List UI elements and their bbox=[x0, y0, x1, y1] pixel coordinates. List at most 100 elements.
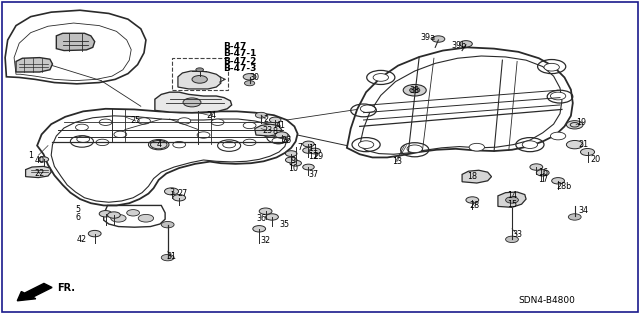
Circle shape bbox=[506, 197, 518, 203]
Text: 25: 25 bbox=[131, 116, 141, 125]
Circle shape bbox=[266, 214, 278, 220]
Circle shape bbox=[566, 121, 583, 129]
Text: 27: 27 bbox=[177, 189, 188, 198]
Circle shape bbox=[183, 98, 201, 107]
Circle shape bbox=[223, 141, 236, 148]
Circle shape bbox=[432, 36, 445, 42]
Circle shape bbox=[358, 141, 374, 148]
Text: 10: 10 bbox=[288, 164, 298, 172]
Circle shape bbox=[196, 68, 204, 72]
Text: 9: 9 bbox=[291, 156, 296, 164]
Circle shape bbox=[285, 151, 297, 156]
Circle shape bbox=[275, 132, 288, 138]
Text: B-47-1: B-47-1 bbox=[223, 49, 256, 58]
Circle shape bbox=[96, 139, 109, 146]
Text: 26: 26 bbox=[282, 136, 292, 145]
Polygon shape bbox=[16, 58, 52, 72]
Circle shape bbox=[243, 139, 256, 146]
Circle shape bbox=[164, 188, 179, 195]
Text: 29: 29 bbox=[314, 152, 324, 161]
Circle shape bbox=[127, 210, 140, 216]
Text: 19: 19 bbox=[576, 118, 586, 127]
Circle shape bbox=[570, 123, 579, 127]
Circle shape bbox=[550, 92, 566, 100]
Text: 33: 33 bbox=[512, 230, 522, 239]
Circle shape bbox=[76, 124, 88, 131]
Text: B-47-2: B-47-2 bbox=[223, 57, 256, 66]
Text: 22: 22 bbox=[35, 169, 45, 178]
Text: 17: 17 bbox=[538, 175, 548, 184]
Text: 11: 11 bbox=[308, 144, 319, 153]
Circle shape bbox=[566, 140, 583, 149]
Polygon shape bbox=[155, 92, 232, 113]
Circle shape bbox=[114, 131, 127, 138]
Circle shape bbox=[373, 74, 388, 81]
Circle shape bbox=[244, 81, 255, 86]
Text: 38: 38 bbox=[410, 86, 420, 95]
Text: 12: 12 bbox=[308, 152, 319, 161]
Circle shape bbox=[544, 63, 559, 71]
Polygon shape bbox=[462, 170, 492, 183]
Text: 42: 42 bbox=[77, 235, 87, 244]
Text: 4: 4 bbox=[156, 140, 161, 149]
Circle shape bbox=[360, 105, 376, 113]
Circle shape bbox=[138, 118, 150, 124]
Text: 3: 3 bbox=[169, 188, 174, 197]
Circle shape bbox=[403, 84, 426, 96]
Text: 20: 20 bbox=[590, 155, 600, 164]
Text: 5: 5 bbox=[76, 205, 81, 214]
Circle shape bbox=[99, 119, 112, 125]
Circle shape bbox=[161, 254, 174, 261]
Text: B-47-3: B-47-3 bbox=[223, 64, 256, 73]
Text: 31: 31 bbox=[166, 252, 177, 261]
Circle shape bbox=[272, 138, 285, 144]
Circle shape bbox=[38, 157, 49, 162]
Circle shape bbox=[262, 128, 275, 134]
Circle shape bbox=[259, 208, 272, 214]
Bar bbox=[172, 58, 228, 90]
Text: 36: 36 bbox=[256, 214, 266, 223]
Text: 1: 1 bbox=[28, 151, 33, 160]
Circle shape bbox=[550, 132, 566, 140]
Text: 18: 18 bbox=[467, 172, 477, 181]
Circle shape bbox=[192, 76, 207, 83]
Text: 2: 2 bbox=[263, 115, 268, 124]
Text: SDN4-B4800: SDN4-B4800 bbox=[518, 296, 575, 305]
Polygon shape bbox=[498, 192, 526, 207]
Circle shape bbox=[506, 236, 518, 243]
Circle shape bbox=[303, 148, 314, 153]
Text: 21: 21 bbox=[579, 140, 589, 149]
Text: 35: 35 bbox=[280, 220, 290, 229]
Circle shape bbox=[211, 119, 224, 125]
Circle shape bbox=[552, 178, 564, 184]
Circle shape bbox=[469, 143, 484, 151]
Text: 39b: 39b bbox=[452, 41, 467, 50]
Text: 8: 8 bbox=[273, 127, 278, 136]
Text: 28b: 28b bbox=[557, 182, 572, 191]
Text: 6: 6 bbox=[76, 213, 81, 222]
Text: 13: 13 bbox=[392, 157, 402, 166]
Circle shape bbox=[580, 148, 595, 156]
Text: 37: 37 bbox=[308, 170, 319, 179]
Circle shape bbox=[178, 118, 191, 124]
FancyArrow shape bbox=[17, 284, 52, 301]
Circle shape bbox=[243, 122, 256, 129]
Polygon shape bbox=[178, 71, 221, 89]
Text: 28: 28 bbox=[470, 201, 480, 210]
Circle shape bbox=[410, 88, 420, 93]
Circle shape bbox=[407, 145, 422, 153]
Circle shape bbox=[197, 132, 210, 138]
Circle shape bbox=[138, 214, 154, 222]
Circle shape bbox=[255, 112, 267, 118]
Circle shape bbox=[77, 136, 90, 142]
Circle shape bbox=[303, 141, 314, 147]
Circle shape bbox=[269, 117, 281, 123]
Circle shape bbox=[108, 212, 120, 218]
Circle shape bbox=[161, 221, 174, 228]
Circle shape bbox=[460, 41, 472, 47]
Circle shape bbox=[152, 141, 165, 147]
Text: 32: 32 bbox=[260, 236, 271, 245]
Circle shape bbox=[303, 164, 314, 170]
Circle shape bbox=[99, 211, 112, 217]
Circle shape bbox=[150, 140, 167, 149]
